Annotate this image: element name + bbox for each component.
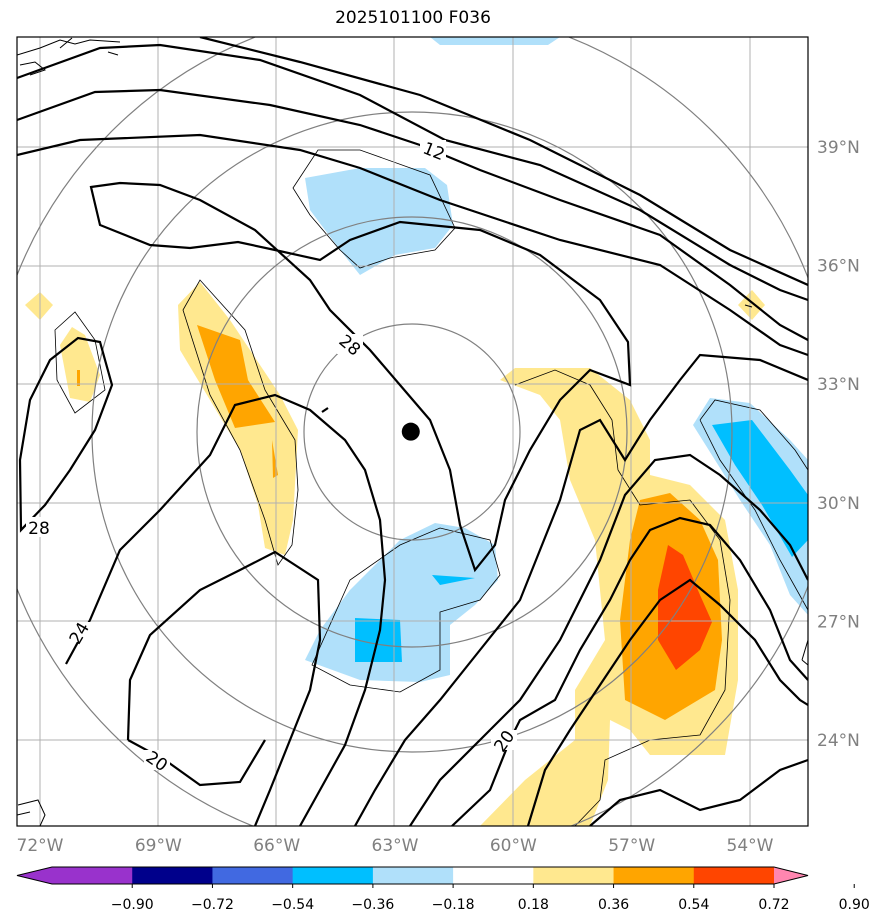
colorbar-tick-label: 0.18 [518, 897, 549, 913]
y-tick-label: 27°N [817, 612, 860, 632]
colorbar-tick-label: 0.54 [678, 897, 709, 913]
x-tick-label: 54°W [727, 836, 774, 856]
colorbar-tick-label: −0.90 [111, 897, 154, 913]
colorbar-extend-high [774, 867, 808, 884]
outline-neg-south [311, 527, 501, 693]
colorbar-tick-label: −0.54 [271, 897, 314, 913]
contour-9 [126, 550, 322, 826]
contour-13 [526, 578, 808, 826]
x-tick-label: 66°W [253, 836, 300, 856]
fill-pos-smallwest [25, 292, 53, 320]
y-tick-label: 33°N [817, 375, 860, 395]
colorbar-segment [372, 867, 454, 884]
x-tick-label: 57°W [608, 836, 655, 856]
contour-8 [65, 393, 387, 826]
fill-neg-east-core [712, 420, 808, 557]
colorbar-tick-label: −0.18 [432, 897, 475, 913]
fill-pos-smalleast [738, 290, 765, 320]
contour-5 [89, 181, 632, 573]
colorbar-segment [292, 867, 374, 884]
colorbar-extend-low [17, 867, 52, 884]
x-tick-label: 63°W [372, 836, 419, 856]
contour-1 [199, 37, 808, 287]
fill-pos-smallwest2-core [77, 370, 80, 386]
outline-pos-west [182, 279, 299, 566]
colorbar-segment [212, 867, 294, 884]
fill-pos-east-core [658, 545, 712, 670]
y-tick-label: 36°N [817, 257, 860, 277]
colorbar-tick-label: 0.36 [598, 897, 629, 913]
colorbar-segment [453, 867, 534, 884]
outline-pos-east [514, 369, 731, 826]
colorbar [16, 866, 809, 885]
contour-tick [321, 407, 329, 413]
colorbar-segment [613, 867, 695, 884]
x-tick-label: 60°W [490, 836, 537, 856]
colorbar-segment [693, 867, 775, 884]
coastline-small [744, 304, 753, 308]
fill-pos-smallwest2 [60, 327, 100, 402]
y-tick-label: 39°N [817, 138, 860, 158]
colorbar-tick-label: 0.72 [758, 897, 789, 913]
contour-label: 28 [28, 519, 50, 539]
fill-neg-south-core2 [432, 575, 475, 585]
coastline-island [17, 799, 46, 826]
outline-pos-smallwest [54, 311, 106, 414]
colorbar-segment [52, 867, 133, 884]
fill-neg-top [430, 37, 560, 45]
fill-pos-west-core [197, 325, 275, 428]
y-tick-label: 24°N [817, 731, 860, 751]
colorbar-tick-label: −0.72 [191, 897, 234, 913]
contour-7 [18, 336, 114, 533]
outline-neg-east [699, 399, 808, 611]
contour-6 [354, 353, 808, 826]
fill-neg-north [305, 168, 453, 275]
x-tick-label: 69°W [135, 836, 182, 856]
storm-center-marker [401, 422, 420, 441]
coastline-east [801, 639, 808, 666]
y-tick-label: 30°N [817, 494, 860, 514]
coastline [17, 37, 121, 76]
colorbar-segment [132, 867, 213, 884]
colorbar-tick-label: −0.36 [351, 897, 394, 913]
contour-4 [17, 133, 808, 357]
contour-14 [589, 758, 808, 826]
contour-3 [17, 88, 808, 341]
outline-neg-north [292, 149, 456, 269]
colorbar-tick-label: 0.90 [839, 897, 870, 913]
colorbar-segment [533, 867, 615, 884]
x-tick-label: 72°W [17, 836, 64, 856]
fill-neg-south [305, 523, 498, 682]
contour-11 [409, 453, 808, 826]
chart-title: 2025101100 F036 [335, 8, 491, 28]
